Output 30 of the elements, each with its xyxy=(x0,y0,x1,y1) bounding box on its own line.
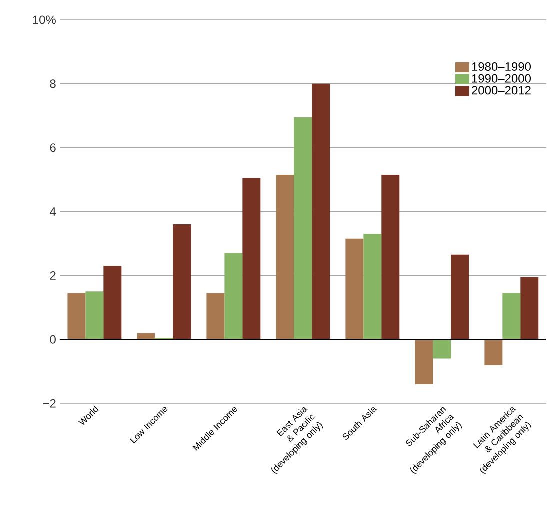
bar xyxy=(276,174,294,340)
legend-label: 1980–1990 xyxy=(472,62,531,71)
legend-label: 1990–2000 xyxy=(472,74,531,83)
y-tick-label: 8 xyxy=(50,79,56,88)
y-tick-label: 4 xyxy=(50,207,56,216)
bar xyxy=(173,224,192,340)
bar xyxy=(312,84,330,340)
bar xyxy=(86,291,104,340)
bar xyxy=(137,333,156,340)
bar xyxy=(224,253,243,340)
bar xyxy=(382,174,400,340)
bar xyxy=(68,293,86,340)
y-tick-label: 10% xyxy=(33,16,56,24)
legend-label: 2000–2012 xyxy=(472,86,531,95)
bar xyxy=(502,293,521,340)
bar xyxy=(451,254,470,340)
bar xyxy=(104,266,122,340)
y-tick-label: −2 xyxy=(43,399,56,408)
bar xyxy=(242,178,261,340)
y-tick-label: 0 xyxy=(50,335,56,344)
y-tick-label: 2 xyxy=(50,271,56,280)
bar xyxy=(415,339,434,384)
bar xyxy=(294,117,312,340)
bar xyxy=(206,293,225,340)
bar xyxy=(346,238,364,340)
bar xyxy=(364,234,382,340)
bar xyxy=(433,339,452,359)
bar xyxy=(484,339,503,365)
bar xyxy=(520,277,539,340)
y-tick-label: 6 xyxy=(50,143,56,152)
